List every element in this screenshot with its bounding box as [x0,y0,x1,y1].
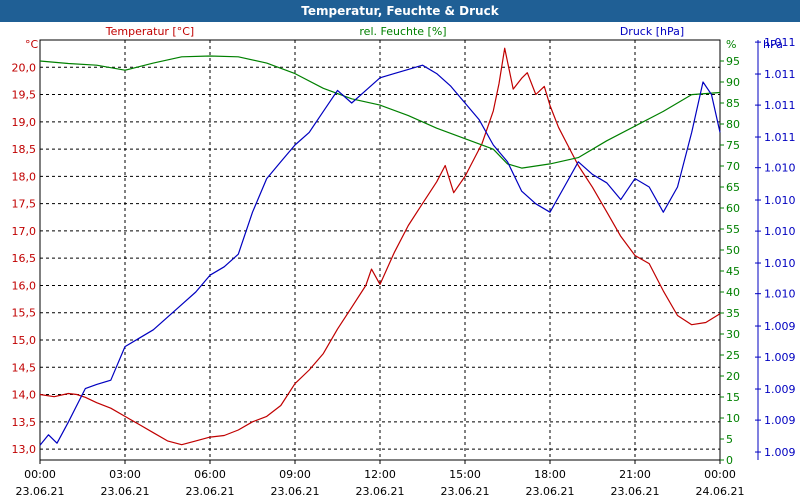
humidity-tick-label: 60 [726,202,740,215]
pressure-tick-label: 1.009 [764,446,796,459]
humidity-tick-label: 75 [726,139,740,152]
humidity-tick-label: 0 [726,454,733,467]
temperature-tick-label: 15,5 [12,307,37,320]
legend-humidity: rel. Feuchte [%] [359,25,446,38]
humidity-tick-label: 20 [726,370,740,383]
temperature-tick-label: 17,5 [12,198,37,211]
x-tick-date-label: 23.06.21 [271,485,320,498]
humidity-tick-label: 50 [726,244,740,257]
x-tick-date-label: 23.06.21 [16,485,65,498]
x-tick-date-label: 23.06.21 [101,485,150,498]
temperature-unit-label: °C [25,38,39,51]
temperature-tick-label: 16,0 [12,279,37,292]
humidity-tick-label: 90 [726,76,740,89]
temperature-tick-label: 13,0 [12,443,37,456]
x-tick-time-label: 06:00 [194,468,226,481]
pressure-tick-label: 1.009 [764,351,796,364]
axes [39,39,761,464]
legend-pressure: Druck [hPa] [620,25,684,38]
x-tick-time-label: 18:00 [534,468,566,481]
pressure-tick-label: 1.011 [764,68,796,81]
pressure-tick-label: 1.011 [764,36,796,49]
pressure-tick-label: 1.010 [764,194,796,207]
temperature-tick-label: 14,0 [12,389,37,402]
temperature-tick-label: 19,0 [12,116,37,129]
temperature-tick-label: 18,0 [12,170,37,183]
humidity-tick-label: 45 [726,265,740,278]
humidity-series-line [39,55,721,169]
temperature-tick-label: 20,0 [12,61,37,74]
x-tick-time-label: 03:00 [109,468,141,481]
pressure-tick-label: 1.010 [764,288,796,301]
pressure-tick-label: 1.010 [764,225,796,238]
pressure-tick-label: 1.009 [764,383,796,396]
axis-labels: 13,0 13,5 14,0 14,5 15,0 15,5 16,0 16,5 17,0 17,5… [12,25,796,498]
temperature-tick-label: 15,0 [12,334,37,347]
grid [40,40,720,460]
temperature-tick-label: 19,5 [12,89,37,102]
pressure-tick-label: 1.009 [764,320,796,333]
pressure-unit-label: hPa [763,38,783,51]
humidity-unit-label: % [726,38,736,51]
x-tick-time-label: 15:00 [449,468,481,481]
humidity-tick-label: 25 [726,349,740,362]
pressure-tick-label: 1.009 [764,414,796,427]
x-tick-date-label: 23.06.21 [356,485,405,498]
temperature-tick-label: 13,5 [12,416,37,429]
x-tick-date-label: 23.06.21 [441,485,490,498]
temperature-tick-label: 16,5 [12,252,37,265]
humidity-tick-label: 40 [726,286,740,299]
series-lines [39,47,721,446]
humidity-tick-label: 5 [726,433,733,446]
humidity-tick-label: 15 [726,391,740,404]
humidity-tick-label: 35 [726,307,740,320]
temperature-series-line [39,47,721,446]
humidity-tick-label: 95 [726,55,740,68]
chart-title: Temperatur, Feuchte & Druck [0,0,800,22]
x-tick-date-label: 23.06.21 [611,485,660,498]
x-tick-time-label: 09:00 [279,468,311,481]
humidity-tick-label: 85 [726,97,740,110]
x-tick-date-label: 24.06.21 [696,485,745,498]
humidity-tick-label: 70 [726,160,740,173]
pressure-tick-label: 1.010 [764,162,796,175]
humidity-tick-label: 30 [726,328,740,341]
temperature-tick-label: 18,5 [12,143,37,156]
pressure-tick-label: 1.011 [764,99,796,112]
humidity-tick-label: 65 [726,181,740,194]
humidity-tick-label: 80 [726,118,740,131]
pressure-tick-label: 1.011 [764,131,796,144]
temperature-tick-label: 17,0 [12,225,37,238]
pressure-tick-label: 1.010 [764,257,796,270]
x-tick-time-label: 12:00 [364,468,396,481]
x-tick-date-label: 23.06.21 [526,485,575,498]
humidity-tick-label: 10 [726,412,740,425]
temperature-tick-label: 14,5 [12,361,37,374]
x-tick-time-label: 21:00 [619,468,651,481]
humidity-tick-label: 55 [726,223,740,236]
x-tick-date-label: 23.06.21 [186,485,235,498]
x-tick-time-label: 00:00 [704,468,736,481]
line-chart: 13,0 13,5 14,0 14,5 15,0 15,5 16,0 16,5 17,0 17,5… [12,25,796,498]
legend-temperature: Temperatur [°C] [105,25,194,38]
x-tick-time-label: 00:00 [24,468,56,481]
pressure-series-line [39,64,721,446]
